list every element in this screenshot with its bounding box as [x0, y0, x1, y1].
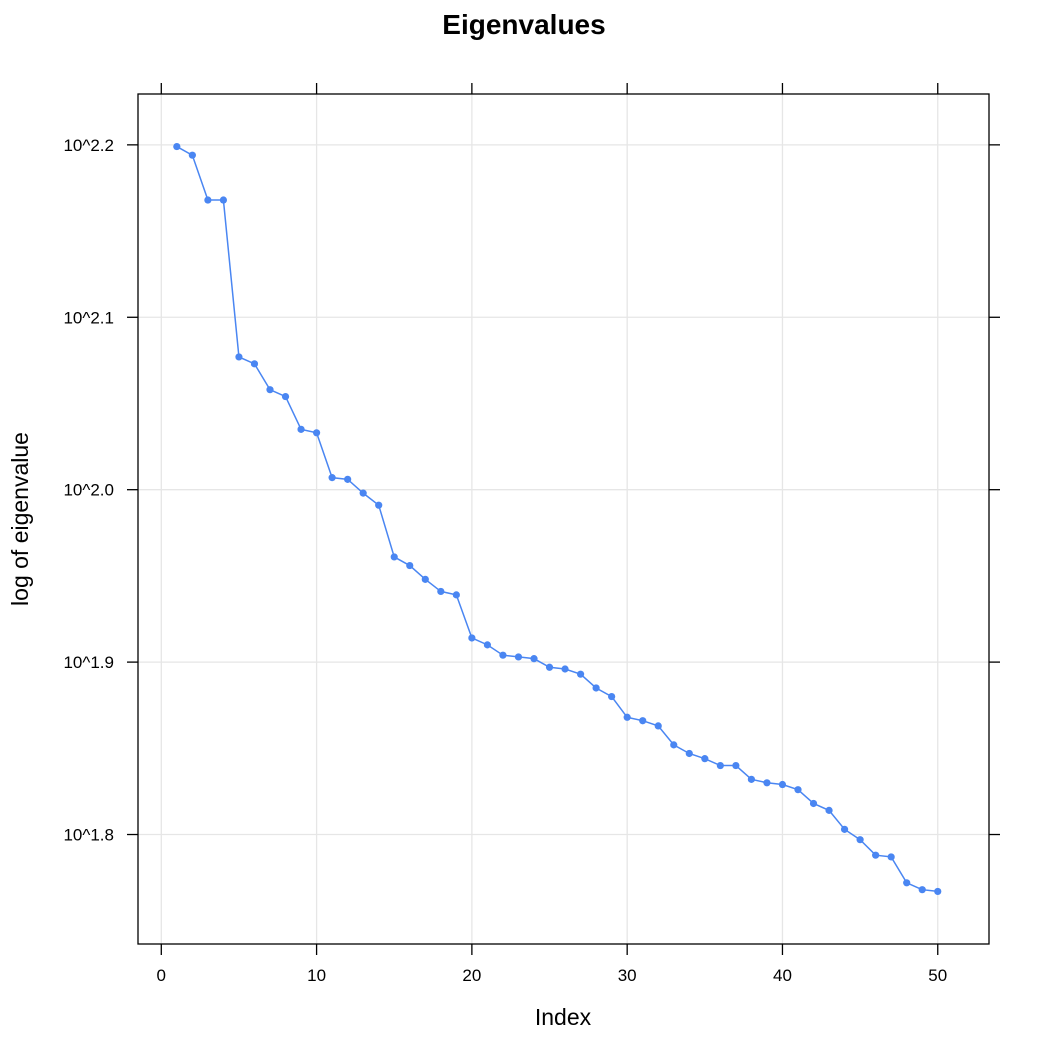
data-point: [188, 151, 196, 159]
data-point: [530, 655, 538, 663]
data-point: [716, 761, 724, 770]
data-point: [918, 886, 926, 894]
data-point: [173, 142, 181, 151]
series-layer: [173, 142, 942, 896]
y-axis: 10^1.8 10^1.9 10^2.0 10^2.1 10^2.2: [63, 136, 1000, 845]
data-point: [592, 684, 600, 692]
data-point: [328, 474, 336, 482]
data-point: [825, 806, 833, 814]
data-point: [359, 489, 367, 497]
data-point: [903, 879, 911, 887]
x-tick-label: 0: [157, 966, 166, 985]
data-point: [654, 722, 662, 730]
y-tick-label: 10^2.0: [63, 481, 114, 500]
data-point: [608, 692, 616, 701]
y-tick-label: 10^2.2: [63, 136, 114, 155]
data-point: [390, 553, 398, 561]
data-point: [235, 353, 243, 361]
y-axis-label: log of eigenvalue: [7, 432, 33, 606]
data-point: [732, 761, 740, 770]
data-point: [763, 779, 771, 787]
y-tick-label: 10^1.9: [63, 653, 114, 672]
x-tick-label: 40: [773, 966, 792, 985]
data-point: [639, 717, 647, 725]
x-tick-label: 20: [462, 966, 481, 985]
data-point: [623, 713, 631, 721]
data-point: [887, 853, 895, 861]
data-point: [794, 786, 802, 794]
data-point: [375, 501, 383, 509]
data-point: [747, 775, 756, 783]
x-tick-label: 30: [618, 966, 637, 985]
data-point: [840, 825, 849, 833]
data-point: [297, 425, 305, 433]
data-point: [701, 755, 709, 763]
data-point: [670, 741, 678, 749]
data-point: [281, 392, 290, 401]
data-point: [561, 665, 569, 673]
data-point: [934, 887, 942, 896]
plot-frame: [137, 93, 990, 945]
data-point: [452, 591, 460, 599]
series-line: [176, 145, 938, 893]
gridlines: [138, 94, 989, 944]
data-point: [545, 663, 554, 671]
data-point: [468, 634, 476, 642]
data-point: [204, 196, 212, 204]
x-axis: 0 10 20 30 40 50: [157, 83, 947, 985]
data-point: [312, 429, 321, 437]
y-tick-label: 10^2.1: [63, 308, 114, 327]
x-tick-label: 50: [928, 966, 947, 985]
data-point: [872, 851, 880, 859]
data-point: [483, 641, 492, 649]
chart-title: Eigenvalues: [442, 9, 605, 40]
data-point: [437, 587, 445, 596]
data-point: [778, 780, 787, 789]
data-point: [576, 670, 585, 678]
data-point: [421, 575, 429, 583]
data-point: [344, 475, 352, 483]
x-axis-label: Index: [535, 1004, 592, 1030]
data-point: [499, 651, 507, 659]
x-tick-label: 10: [307, 966, 326, 985]
data-point: [250, 360, 259, 368]
data-point: [406, 561, 414, 570]
data-point: [266, 386, 274, 394]
data-point: [685, 749, 693, 758]
data-point: [809, 799, 818, 808]
y-tick-label: 10^1.8: [63, 826, 114, 845]
data-point: [219, 196, 228, 204]
data-point: [856, 836, 864, 844]
data-point: [514, 653, 523, 661]
